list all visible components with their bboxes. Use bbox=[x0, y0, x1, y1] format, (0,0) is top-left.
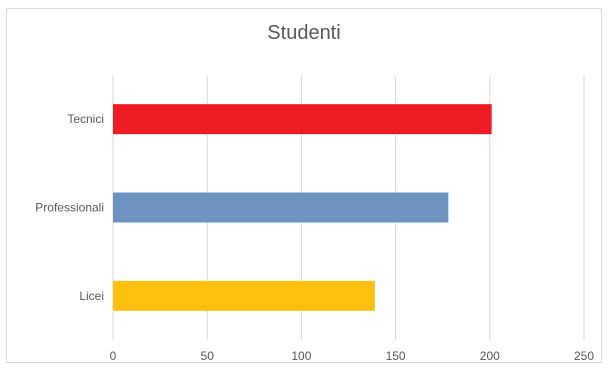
chart-title: Studenti bbox=[267, 22, 341, 44]
category-label: Licei bbox=[79, 289, 104, 303]
bar-licei bbox=[113, 280, 375, 311]
x-tick-label: 150 bbox=[386, 349, 406, 363]
x-tick-label: 0 bbox=[110, 349, 117, 363]
bar-tecnici bbox=[113, 104, 492, 135]
category-label: Tecnici bbox=[67, 112, 104, 126]
category-label: Professionali bbox=[35, 201, 104, 215]
x-tick-label: 250 bbox=[574, 349, 594, 363]
category-labels: Tecnici Professionali Licei bbox=[35, 112, 104, 303]
bars bbox=[113, 104, 492, 311]
x-tick-label: 50 bbox=[201, 349, 215, 363]
bar-professionali bbox=[113, 192, 449, 223]
x-tick-label: 200 bbox=[480, 349, 500, 363]
x-tick-labels: 0 50 100 150 200 250 bbox=[110, 349, 595, 363]
x-tick-label: 100 bbox=[291, 349, 311, 363]
